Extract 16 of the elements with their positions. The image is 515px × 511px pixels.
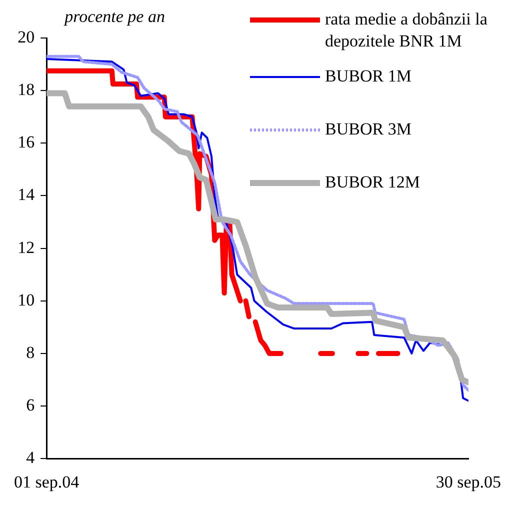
y-tick-label: 12 [18, 238, 35, 257]
legend-label: rata medie a dobânzii la depozitele BNR 1M [325, 9, 488, 50]
x-tick-label: 01 sep.04 [14, 472, 80, 492]
legend-label: BUBOR 3M [325, 119, 412, 138]
legend-label: BUBOR 12M [325, 172, 420, 192]
y-tick-label: 4 [26, 448, 36, 468]
y-tick-label: 8 [26, 342, 35, 362]
y-tick-label: 20 [18, 27, 35, 46]
legend-label: BUBOR 1M [325, 66, 412, 86]
y-tick-label: 16 [18, 132, 35, 152]
y-axis-title: procente pe an [64, 6, 165, 26]
x-tick-label: 30 sep.05 [436, 472, 502, 492]
y-tick-label: 10 [18, 290, 35, 310]
y-tick-label: 14 [18, 185, 36, 204]
y-tick-label: 6 [26, 395, 35, 414]
y-tick-label: 18 [18, 80, 35, 100]
